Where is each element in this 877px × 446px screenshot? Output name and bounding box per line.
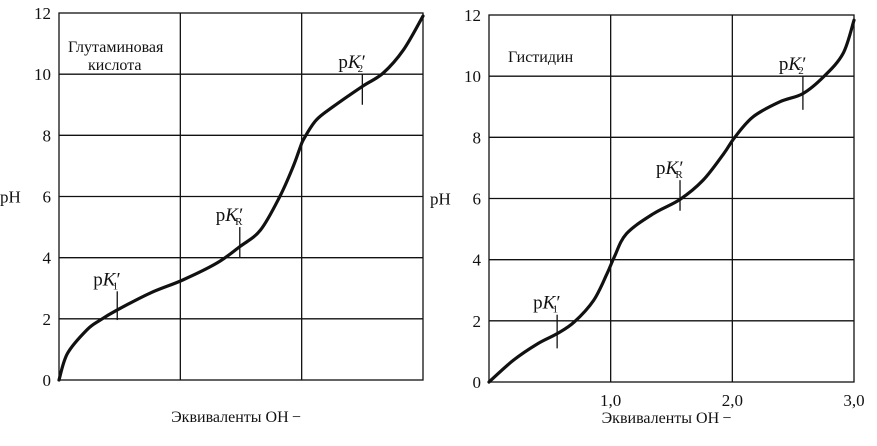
y-tick-label: 12	[464, 6, 481, 25]
pk-label: pK′2	[338, 52, 365, 75]
pk-label: pK′R	[216, 205, 243, 228]
x-tick-label: 3,0	[843, 391, 864, 410]
titration-curve	[57, 14, 425, 382]
pk-annotation-1: pK′1	[533, 293, 560, 349]
pk-annotation-2: pK′2	[779, 54, 806, 110]
x-axis-label: Эквиваленты OH −	[171, 409, 301, 426]
x-axis-label: Эквиваленты OH −	[602, 410, 732, 427]
pk-label: pK′1	[93, 269, 120, 292]
chart-title: кислота	[88, 57, 142, 74]
y-tick-label: 10	[464, 67, 481, 86]
pk-label: pK′1	[533, 293, 560, 316]
pk-annotation-1: pK′1	[93, 269, 120, 321]
x-tick-label: 1,0	[600, 391, 621, 410]
pk-label: pK′R	[656, 158, 683, 181]
y-tick-label: 4	[43, 249, 52, 268]
y-tick-label: 10	[34, 65, 51, 84]
y-tick-label: 12	[34, 4, 51, 23]
y-tick-label: 6	[43, 188, 52, 207]
y-axis-label: pH	[0, 188, 21, 207]
titration-curve	[487, 18, 856, 384]
y-tick-label: 8	[473, 128, 482, 147]
pk-annotation-2: pK′2	[338, 52, 366, 105]
pk-label: pK′2	[779, 54, 806, 77]
pk-annotation-r: pK′R	[216, 205, 243, 258]
y-tick-label: 0	[473, 373, 482, 392]
pk-annotation-r: pK′R	[656, 158, 683, 211]
chart-panel-1: 0 2 4 6 8 10 12 pH Эквиваленты OH − Глутаминоваяк…	[0, 4, 425, 426]
y-tick-label: 2	[43, 310, 52, 329]
y-tick-label: 6	[473, 190, 482, 209]
y-tick-label: 8	[43, 126, 52, 145]
y-tick-label: 0	[43, 371, 52, 390]
y-tick-label: 4	[473, 251, 482, 270]
chart-title: Гистидин	[508, 49, 574, 66]
chart-title: Глутаминовая	[68, 39, 164, 56]
x-tick-label: 2,0	[722, 391, 743, 410]
chart-panel-2: 0 2 4 6 8 10 12 1,0 2,0 3,0 pH Эквиваленты OH − Гист…	[430, 6, 865, 427]
y-tick-label: 2	[473, 312, 482, 331]
y-axis-label: pH	[430, 190, 451, 209]
